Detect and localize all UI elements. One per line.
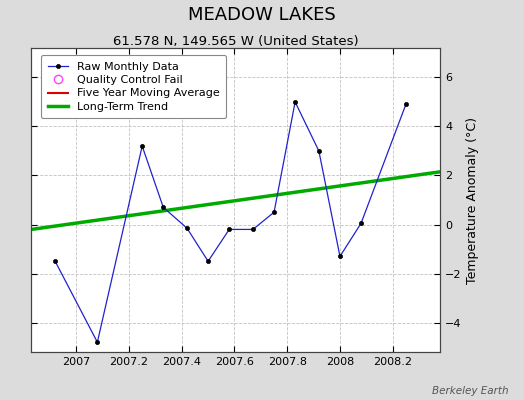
Y-axis label: Temperature Anomaly (°C): Temperature Anomaly (°C) (466, 116, 479, 284)
Text: Berkeley Earth: Berkeley Earth (432, 386, 508, 396)
Text: MEADOW LAKES: MEADOW LAKES (188, 6, 336, 24)
Line: Raw Monthly Data: Raw Monthly Data (53, 100, 408, 344)
Raw Monthly Data (316, 148, 322, 153)
Raw Monthly Data (250, 227, 256, 232)
Raw Monthly Data (271, 210, 277, 215)
Raw Monthly Data (226, 227, 232, 232)
Raw Monthly Data (184, 226, 190, 230)
Raw Monthly Data (358, 221, 364, 226)
Raw Monthly Data (139, 144, 145, 148)
Raw Monthly Data (337, 254, 343, 259)
Raw Monthly Data (94, 340, 101, 344)
Raw Monthly Data (160, 205, 167, 210)
Raw Monthly Data (403, 102, 409, 107)
Raw Monthly Data (292, 100, 298, 104)
Raw Monthly Data (52, 259, 58, 264)
Legend: Raw Monthly Data, Quality Control Fail, Five Year Moving Average, Long-Term Tren: Raw Monthly Data, Quality Control Fail, … (41, 55, 226, 118)
Title: 61.578 N, 149.565 W (United States): 61.578 N, 149.565 W (United States) (113, 35, 358, 48)
Raw Monthly Data (205, 259, 211, 264)
